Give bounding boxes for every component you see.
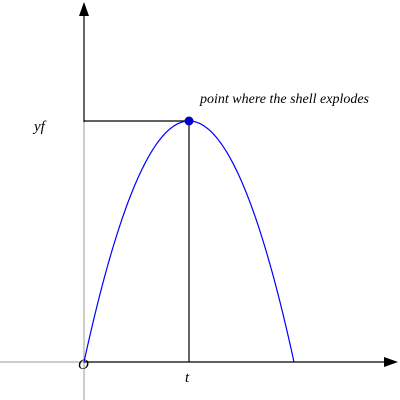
yf-tick-label: yf	[32, 119, 47, 135]
origin-label: O	[78, 357, 89, 373]
t-tick-label: t	[185, 370, 190, 386]
explosion-point	[184, 116, 194, 126]
annotation-label: point where the shell explodes	[199, 92, 370, 107]
